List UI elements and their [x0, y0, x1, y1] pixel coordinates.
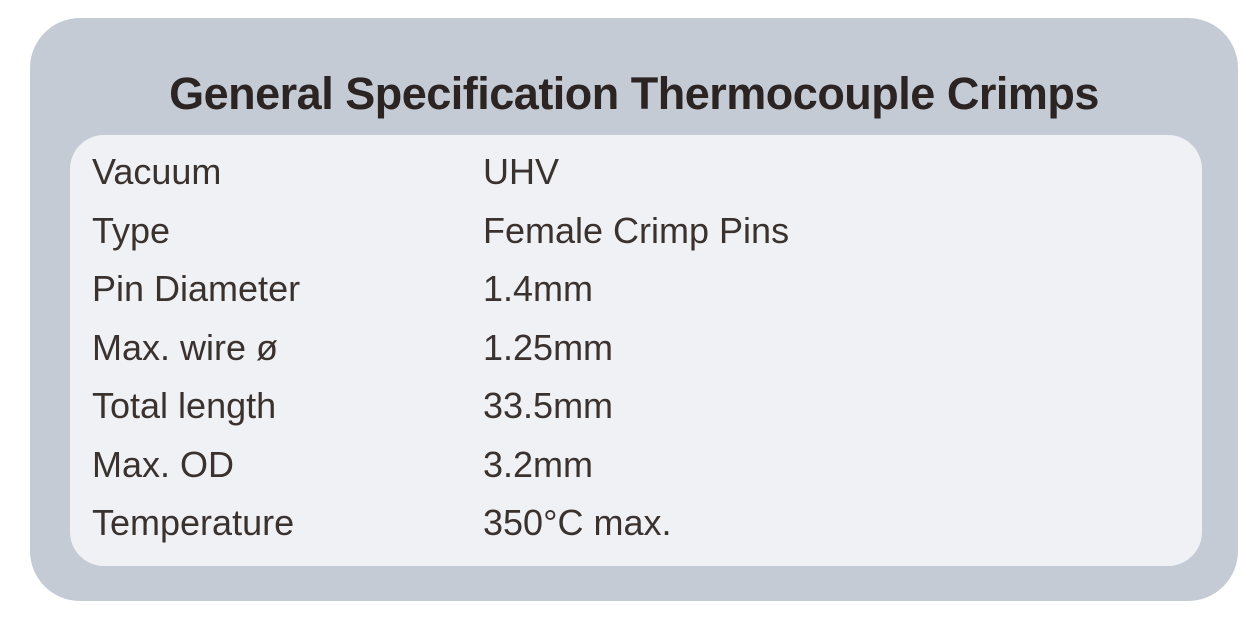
card-title: General Specification Thermocouple Crimp…	[169, 68, 1099, 119]
spec-label: Total length	[92, 385, 277, 427]
spec-label: Pin Diameter	[92, 268, 301, 310]
spec-value: Female Crimp Pins	[483, 209, 790, 251]
spec-row: Temperature 350°C max.	[70, 494, 1202, 553]
spec-label: Type	[92, 209, 171, 251]
spec-label: Max. OD	[92, 443, 235, 485]
spec-label: Temperature	[92, 502, 295, 544]
spec-value: 350°C max.	[483, 502, 672, 544]
spec-row: Pin Diameter 1.4mm	[70, 260, 1202, 319]
spec-row: Total length 33.5mm	[70, 377, 1202, 436]
spec-value: 1.25mm	[483, 326, 614, 368]
spec-row: Type Female Crimp Pins	[70, 202, 1202, 261]
spec-rows: Vacuum UHV Type Female Crimp Pins Pin Di…	[70, 143, 1202, 553]
spec-label: Vacuum	[92, 151, 222, 193]
spec-value: 33.5mm	[483, 385, 614, 427]
spec-row: Vacuum UHV	[70, 143, 1202, 202]
spec-panel: Vacuum UHV Type Female Crimp Pins Pin Di…	[70, 135, 1202, 566]
spec-value: UHV	[483, 151, 560, 193]
spec-label: Max. wire ø	[92, 326, 279, 368]
spec-value: 3.2mm	[483, 443, 594, 485]
spec-row: Max. wire ø 1.25mm	[70, 319, 1202, 378]
spec-value: 1.4mm	[483, 268, 594, 310]
spec-row: Max. OD 3.2mm	[70, 436, 1202, 495]
spec-card: General Specification Thermocouple Crimp…	[30, 18, 1238, 601]
